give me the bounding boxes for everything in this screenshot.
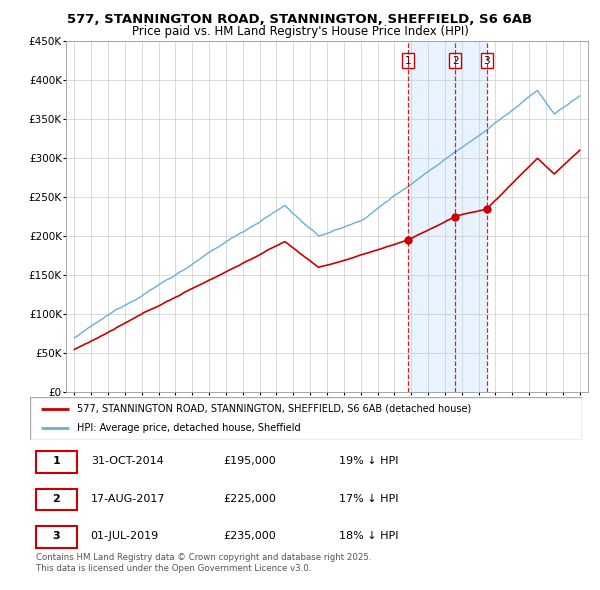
- Text: 577, STANNINGTON ROAD, STANNINGTON, SHEFFIELD, S6 6AB (detached house): 577, STANNINGTON ROAD, STANNINGTON, SHEF…: [77, 404, 471, 414]
- Text: HPI: Average price, detached house, Sheffield: HPI: Average price, detached house, Shef…: [77, 422, 301, 432]
- Text: 3: 3: [52, 531, 60, 540]
- Text: 17% ↓ HPI: 17% ↓ HPI: [339, 494, 398, 503]
- Text: Price paid vs. HM Land Registry's House Price Index (HPI): Price paid vs. HM Land Registry's House …: [131, 25, 469, 38]
- Text: 17-AUG-2017: 17-AUG-2017: [91, 494, 165, 503]
- Text: 577, STANNINGTON ROAD, STANNINGTON, SHEFFIELD, S6 6AB: 577, STANNINGTON ROAD, STANNINGTON, SHEF…: [67, 13, 533, 26]
- FancyBboxPatch shape: [35, 489, 77, 510]
- Text: Contains HM Land Registry data © Crown copyright and database right 2025.
This d: Contains HM Land Registry data © Crown c…: [35, 553, 371, 573]
- Text: 18% ↓ HPI: 18% ↓ HPI: [339, 531, 398, 540]
- Text: £225,000: £225,000: [223, 494, 276, 503]
- Text: £235,000: £235,000: [223, 531, 276, 540]
- Text: 2: 2: [452, 56, 458, 66]
- FancyBboxPatch shape: [30, 397, 582, 440]
- Text: 31-OCT-2014: 31-OCT-2014: [91, 457, 163, 466]
- Text: 01-JUL-2019: 01-JUL-2019: [91, 531, 159, 540]
- FancyBboxPatch shape: [35, 526, 77, 548]
- Text: 1: 1: [52, 457, 60, 466]
- Text: 19% ↓ HPI: 19% ↓ HPI: [339, 457, 398, 466]
- FancyBboxPatch shape: [35, 451, 77, 473]
- Text: £195,000: £195,000: [223, 457, 276, 466]
- Text: 1: 1: [405, 56, 412, 66]
- Text: 2: 2: [52, 494, 60, 503]
- Text: 3: 3: [484, 56, 490, 66]
- Bar: [409, 41, 487, 392]
